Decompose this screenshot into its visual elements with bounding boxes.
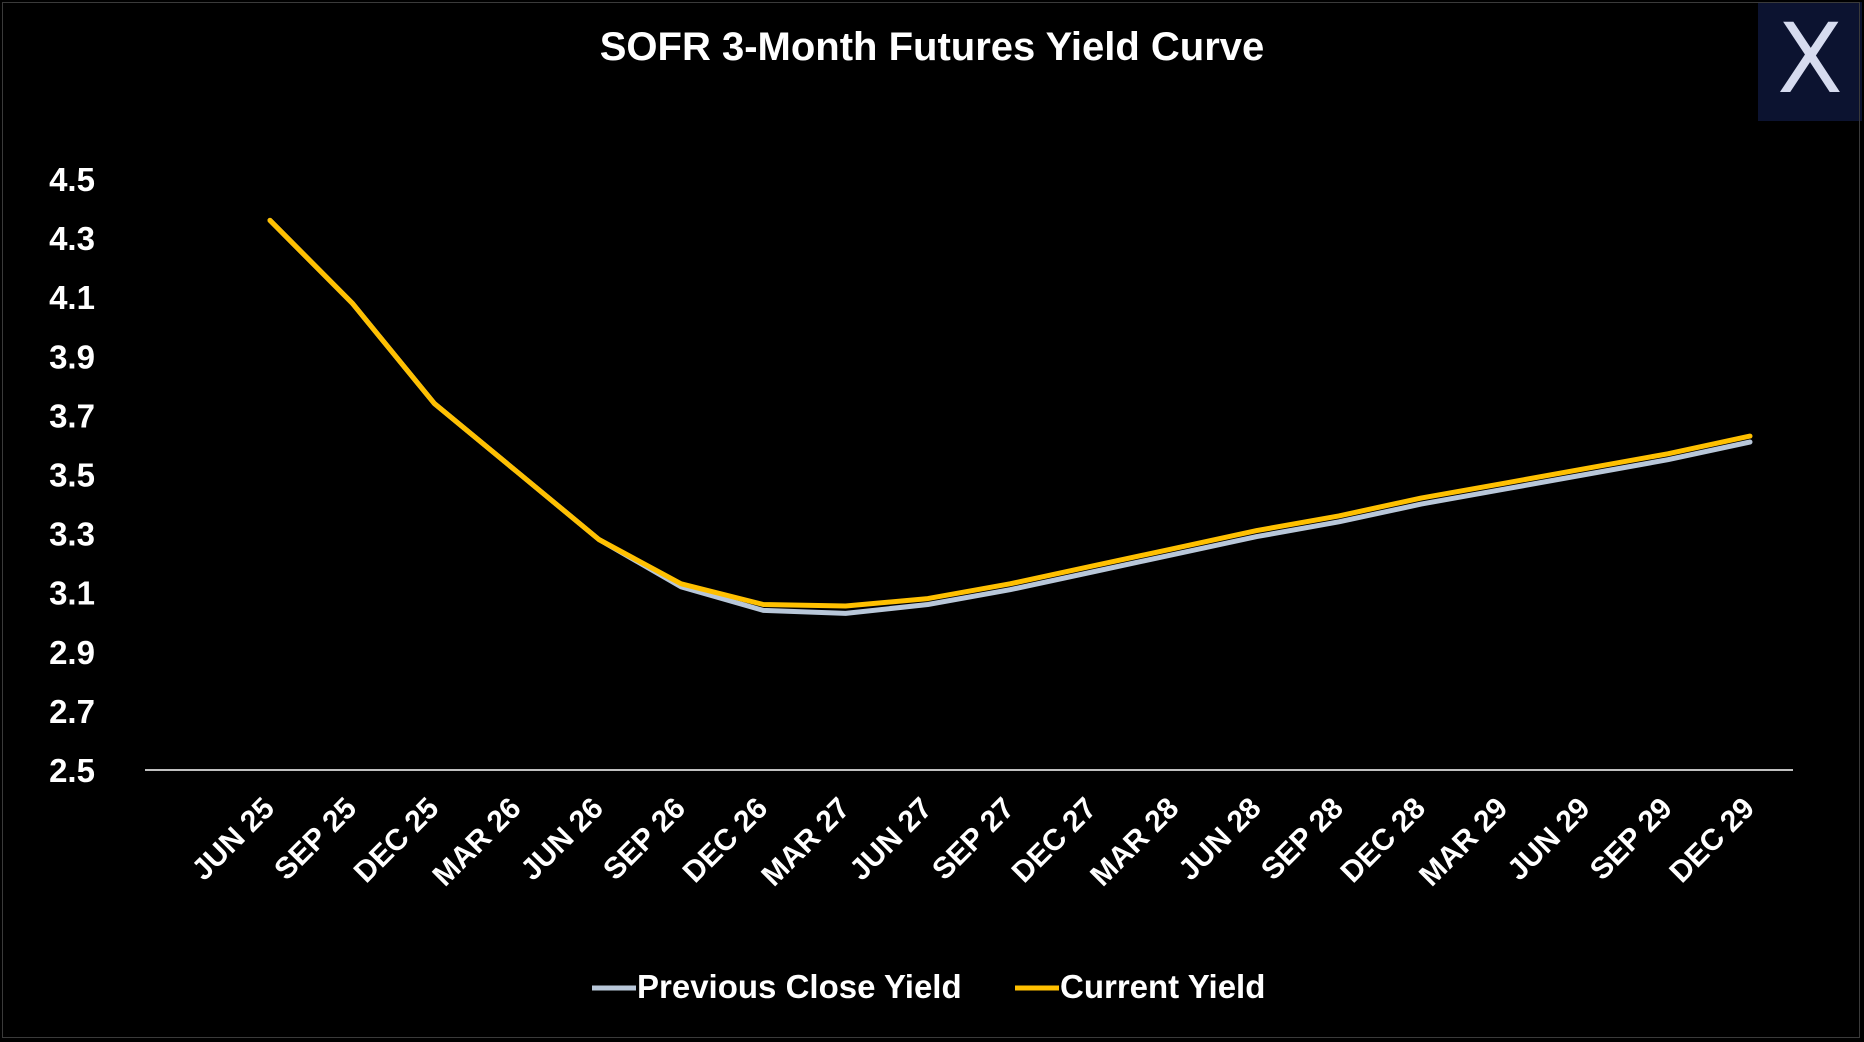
y-axis: 4.5 4.3 4.1 3.9 3.7 3.5 3.3 3.1 2.9 2.7 2.5	[49, 161, 95, 789]
x-tick-label: JUN 26	[515, 792, 610, 887]
x-tick-label: MAR 26	[426, 792, 527, 893]
series-line-0	[267, 217, 1753, 616]
y-tick-label: 2.7	[49, 693, 95, 730]
legend-label: Current Yield	[1060, 968, 1265, 1005]
logo-background	[1758, 2, 1862, 121]
legend: Previous Close Yield Current Yield	[592, 968, 1265, 1005]
x-tick-label: JUN 29	[1501, 792, 1596, 887]
y-tick-label: 3.5	[49, 457, 95, 494]
x-tick-label: SEP 25	[268, 792, 363, 887]
y-tick-label: 3.7	[49, 397, 95, 434]
y-tick-label: 2.5	[49, 752, 95, 789]
y-tick-label: 4.5	[49, 161, 95, 198]
x-tick-label: JUN 27	[843, 792, 938, 887]
series-line-1	[267, 217, 1753, 609]
x-tick-label: SEP 28	[1255, 792, 1350, 887]
y-tick-label: 3.1	[49, 575, 95, 612]
x-tick-label: DEC 29	[1663, 792, 1761, 890]
y-tick-label: 4.1	[49, 279, 95, 316]
x-tick-label: MAR 28	[1084, 792, 1185, 893]
y-tick-label: 4.3	[49, 220, 95, 257]
x-tick-label: JUN 28	[1172, 792, 1267, 887]
x-tick-label: MAR 27	[755, 792, 856, 893]
y-tick-label: 2.9	[49, 634, 95, 671]
x-logo-icon: X	[1758, 2, 1862, 121]
x-tick-label: SEP 27	[926, 792, 1021, 887]
legend-label: Previous Close Yield	[637, 968, 962, 1005]
chart-title: SOFR 3-Month Futures Yield Curve	[600, 25, 1265, 69]
y-tick-label: 3.9	[49, 338, 95, 375]
x-tick-label: SEP 26	[597, 792, 692, 887]
plot-area	[267, 217, 1753, 616]
x-tick-label: SEP 29	[1584, 792, 1679, 887]
logo-letter: X	[1777, 3, 1843, 115]
x-tick-label: MAR 29	[1413, 792, 1514, 893]
y-tick-label: 3.3	[49, 516, 95, 553]
x-tick-label: JUN 25	[186, 792, 281, 887]
